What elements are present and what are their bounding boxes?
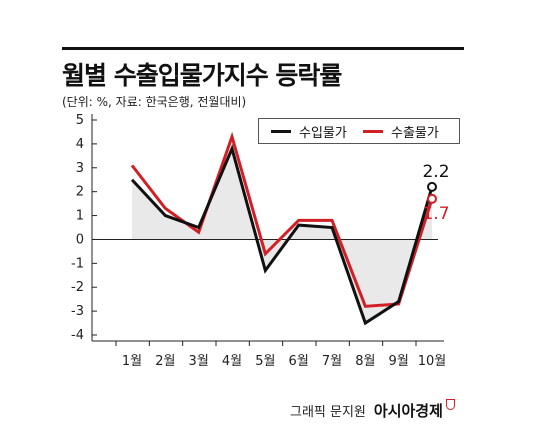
y-tick-label: -2 (71, 280, 84, 295)
y-tick-label: 1 (76, 209, 84, 224)
legend: 수입물가 수출물가 (258, 118, 460, 144)
legend-item-export: 수출물가 (363, 122, 439, 141)
chart-title: 월별 수출입물가지수 등락률 (62, 61, 342, 90)
x-tick-label: 8월 (355, 354, 375, 369)
series-line-import (130, 144, 434, 326)
legend-item-import: 수입물가 (271, 122, 347, 141)
y-tick-label: 4 (76, 137, 84, 152)
legend-swatch-import (271, 130, 291, 133)
x-tick-label: 6월 (289, 354, 309, 369)
x-tick-label: 1월 (122, 354, 142, 369)
y-tick-label: 3 (76, 161, 84, 176)
legend-label-export: 수출물가 (391, 126, 439, 141)
y-tick-label: -3 (71, 304, 84, 319)
x-tick-label: 5월 (255, 354, 275, 369)
x-tick-label: 9월 (389, 354, 409, 369)
title-rule (62, 47, 464, 50)
x-tick-label: 2월 (155, 354, 175, 369)
import-end-point (427, 181, 437, 192)
import-data-label: 2.2 (422, 162, 449, 182)
y-tick-label: 0 (76, 232, 84, 247)
chart-subtitle: (단위: %, 자료: 한국은행, 전월대비) (62, 95, 247, 109)
x-tick-label: 4월 (222, 354, 242, 369)
y-tick-label: 5 (76, 113, 84, 128)
x-tick-label: 3월 (189, 354, 209, 369)
export-data-label: 1.7 (422, 204, 449, 224)
x-tick-label: 10월 (418, 354, 447, 369)
export-end-point (427, 193, 437, 204)
x-tick-label: 7월 (322, 354, 342, 369)
y-tick-label: -4 (71, 328, 84, 343)
import-area-fill (132, 148, 432, 324)
brand-logo: 아시아경제 (373, 402, 443, 420)
legend-swatch-export (363, 130, 383, 133)
credit: 그래픽 문지원 아시아경제 (290, 399, 455, 421)
y-tick-label: 2 (76, 185, 84, 200)
credit-label: 그래픽 문지원 (290, 405, 366, 420)
brand-mark-icon (445, 399, 455, 410)
y-tick-label: -1 (71, 256, 84, 271)
legend-label-import: 수입물가 (299, 126, 347, 141)
